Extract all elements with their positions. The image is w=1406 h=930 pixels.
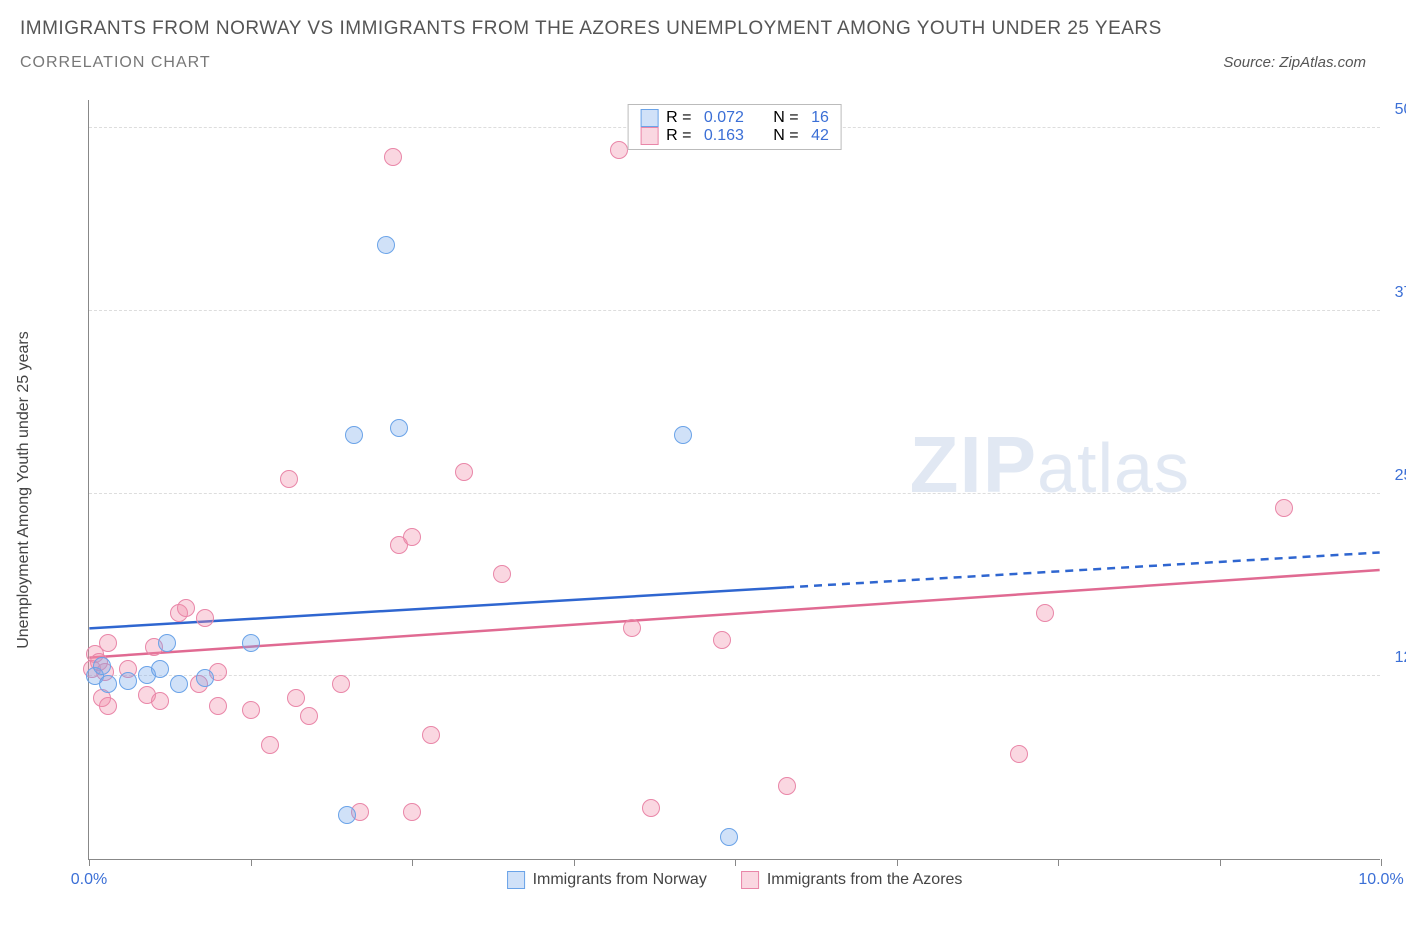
y-tick-label: 25.0% (1385, 467, 1406, 485)
data-point-azores (1275, 499, 1293, 517)
data-point-norway (99, 675, 117, 693)
y-axis-label: Unemployment Among Youth under 25 years (15, 331, 33, 649)
data-point-azores (384, 148, 402, 166)
data-point-azores (713, 631, 731, 649)
legend-item-azores: Immigrants from the Azores (741, 871, 963, 889)
data-point-azores (403, 528, 421, 546)
data-point-norway (170, 675, 188, 693)
x-tick (1381, 859, 1382, 866)
plot-area: ZIPatlas R = 0.072 N = 16 R = 0.163 N = … (88, 100, 1380, 860)
data-point-norway (720, 828, 738, 846)
page-title: IMMIGRANTS FROM NORWAY VS IMMIGRANTS FRO… (20, 18, 1386, 40)
data-point-azores (610, 141, 628, 159)
source-attribution: Source: ZipAtlas.com (1223, 54, 1386, 71)
x-tick (574, 859, 575, 866)
data-point-azores (209, 697, 227, 715)
data-point-azores (261, 736, 279, 754)
x-tick (251, 859, 252, 866)
x-tick (1058, 859, 1059, 866)
data-point-azores (99, 697, 117, 715)
data-point-norway (242, 634, 260, 652)
watermark: ZIPatlas (910, 419, 1190, 511)
data-point-azores (455, 463, 473, 481)
chart-subtitle: CORRELATION CHART (20, 54, 211, 72)
data-point-norway (196, 669, 214, 687)
gridline (89, 675, 1380, 676)
data-point-azores (422, 726, 440, 744)
correlation-chart: Unemployment Among Youth under 25 years … (60, 100, 1390, 880)
data-point-azores (403, 803, 421, 821)
data-point-azores (151, 692, 169, 710)
data-point-azores (177, 599, 195, 617)
data-point-azores (196, 609, 214, 627)
data-point-norway (151, 660, 169, 678)
swatch-azores (640, 127, 658, 145)
data-point-azores (623, 619, 641, 637)
data-point-azores (242, 701, 260, 719)
y-tick-label: 37.5% (1385, 284, 1406, 302)
x-tick (735, 859, 736, 866)
stats-row-norway: R = 0.072 N = 16 (640, 109, 829, 127)
data-point-azores (493, 565, 511, 583)
data-point-azores (1010, 745, 1028, 763)
data-point-azores (642, 799, 660, 817)
data-point-azores (287, 689, 305, 707)
stats-legend: R = 0.072 N = 16 R = 0.163 N = 42 (627, 104, 842, 150)
data-point-azores (1036, 604, 1054, 622)
data-point-norway (390, 419, 408, 437)
series-legend: Immigrants from Norway Immigrants from t… (507, 871, 963, 889)
data-point-norway (338, 806, 356, 824)
data-point-azores (99, 634, 117, 652)
swatch-azores-icon (741, 871, 759, 889)
swatch-norway-icon (507, 871, 525, 889)
x-tick (897, 859, 898, 866)
x-tick-label: 0.0% (71, 871, 107, 889)
x-tick (412, 859, 413, 866)
data-point-norway (158, 634, 176, 652)
x-tick (1220, 859, 1221, 866)
gridline (89, 493, 1380, 494)
data-point-azores (332, 675, 350, 693)
data-point-norway (119, 672, 137, 690)
legend-item-norway: Immigrants from Norway (507, 871, 707, 889)
y-tick-label: 50.0% (1385, 101, 1406, 119)
y-tick-label: 12.5% (1385, 649, 1406, 667)
data-point-azores (300, 707, 318, 725)
stats-row-azores: R = 0.163 N = 42 (640, 127, 829, 145)
data-point-norway (377, 236, 395, 254)
swatch-norway (640, 109, 658, 127)
gridline (89, 310, 1380, 311)
data-point-norway (345, 426, 363, 444)
data-point-norway (674, 426, 692, 444)
data-point-norway (93, 657, 111, 675)
x-tick-label: 10.0% (1358, 871, 1403, 889)
x-tick (89, 859, 90, 866)
data-point-azores (778, 777, 796, 795)
data-point-azores (280, 470, 298, 488)
